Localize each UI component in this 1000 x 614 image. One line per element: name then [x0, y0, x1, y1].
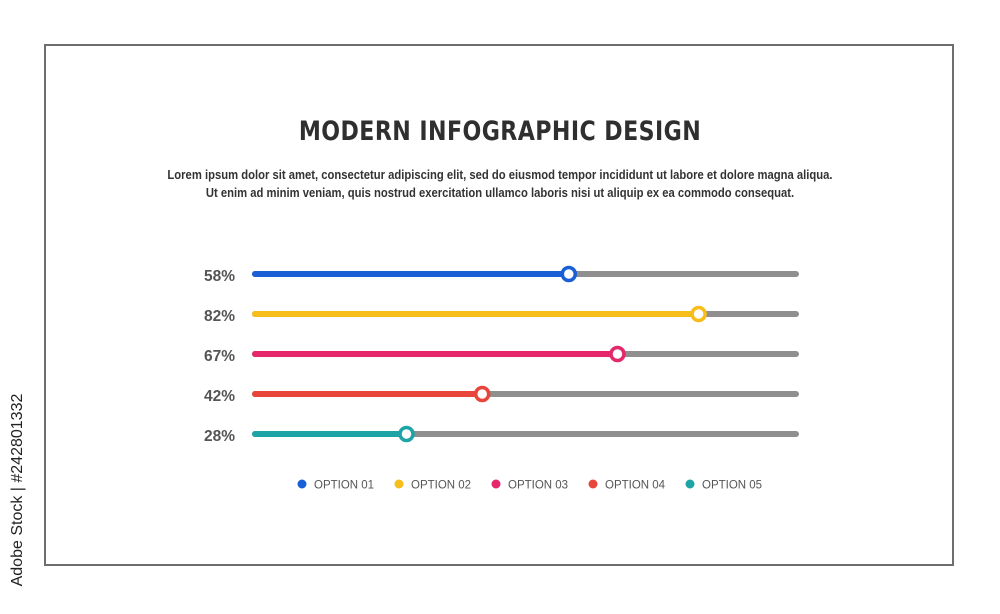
- infographic-frame: [44, 44, 954, 566]
- value-label-1: 58%: [204, 268, 235, 285]
- bar-marker-5: [398, 425, 415, 443]
- legend-label-4: OPTION 04: [605, 480, 666, 492]
- value-label-2: 82%: [204, 308, 235, 325]
- bar-marker-1: [560, 265, 578, 283]
- legend-label-5: OPTION 05: [702, 480, 762, 492]
- side-caption: Adobe Stock | #242801332: [6, 380, 30, 600]
- legend-dot-3: [491, 479, 501, 489]
- subtitle-line-2: Ut enim ad minim veniam, quis nostrud ex…: [205, 186, 795, 200]
- legend-dot-4: [588, 479, 598, 489]
- side-caption-text: Adobe Stock | #242801332: [9, 393, 26, 587]
- legend-label-1: OPTION 01: [314, 480, 374, 492]
- legend-label-3: OPTION 03: [508, 480, 568, 492]
- legend-label-2: OPTION 02: [411, 480, 471, 492]
- legend-dot-2: [394, 479, 404, 489]
- bar-marker-2: [690, 305, 707, 323]
- legend-dot-5: [685, 479, 695, 489]
- bar-marker-4: [473, 385, 491, 403]
- bar-marker-3: [609, 345, 626, 363]
- subtitle-line-1: Lorem ipsum dolor sit amet, consectetur …: [167, 168, 833, 182]
- legend-dot-1: [297, 479, 307, 489]
- value-label-5: 28%: [204, 428, 235, 445]
- chart-title: MODERN INFOGRAPHIC DESIGN: [298, 116, 702, 147]
- value-label-3: 67%: [204, 348, 235, 365]
- chart-subtitle: Lorem ipsum dolor sit amet, consectetur …: [50, 166, 950, 202]
- value-label-4: 42%: [204, 388, 235, 405]
